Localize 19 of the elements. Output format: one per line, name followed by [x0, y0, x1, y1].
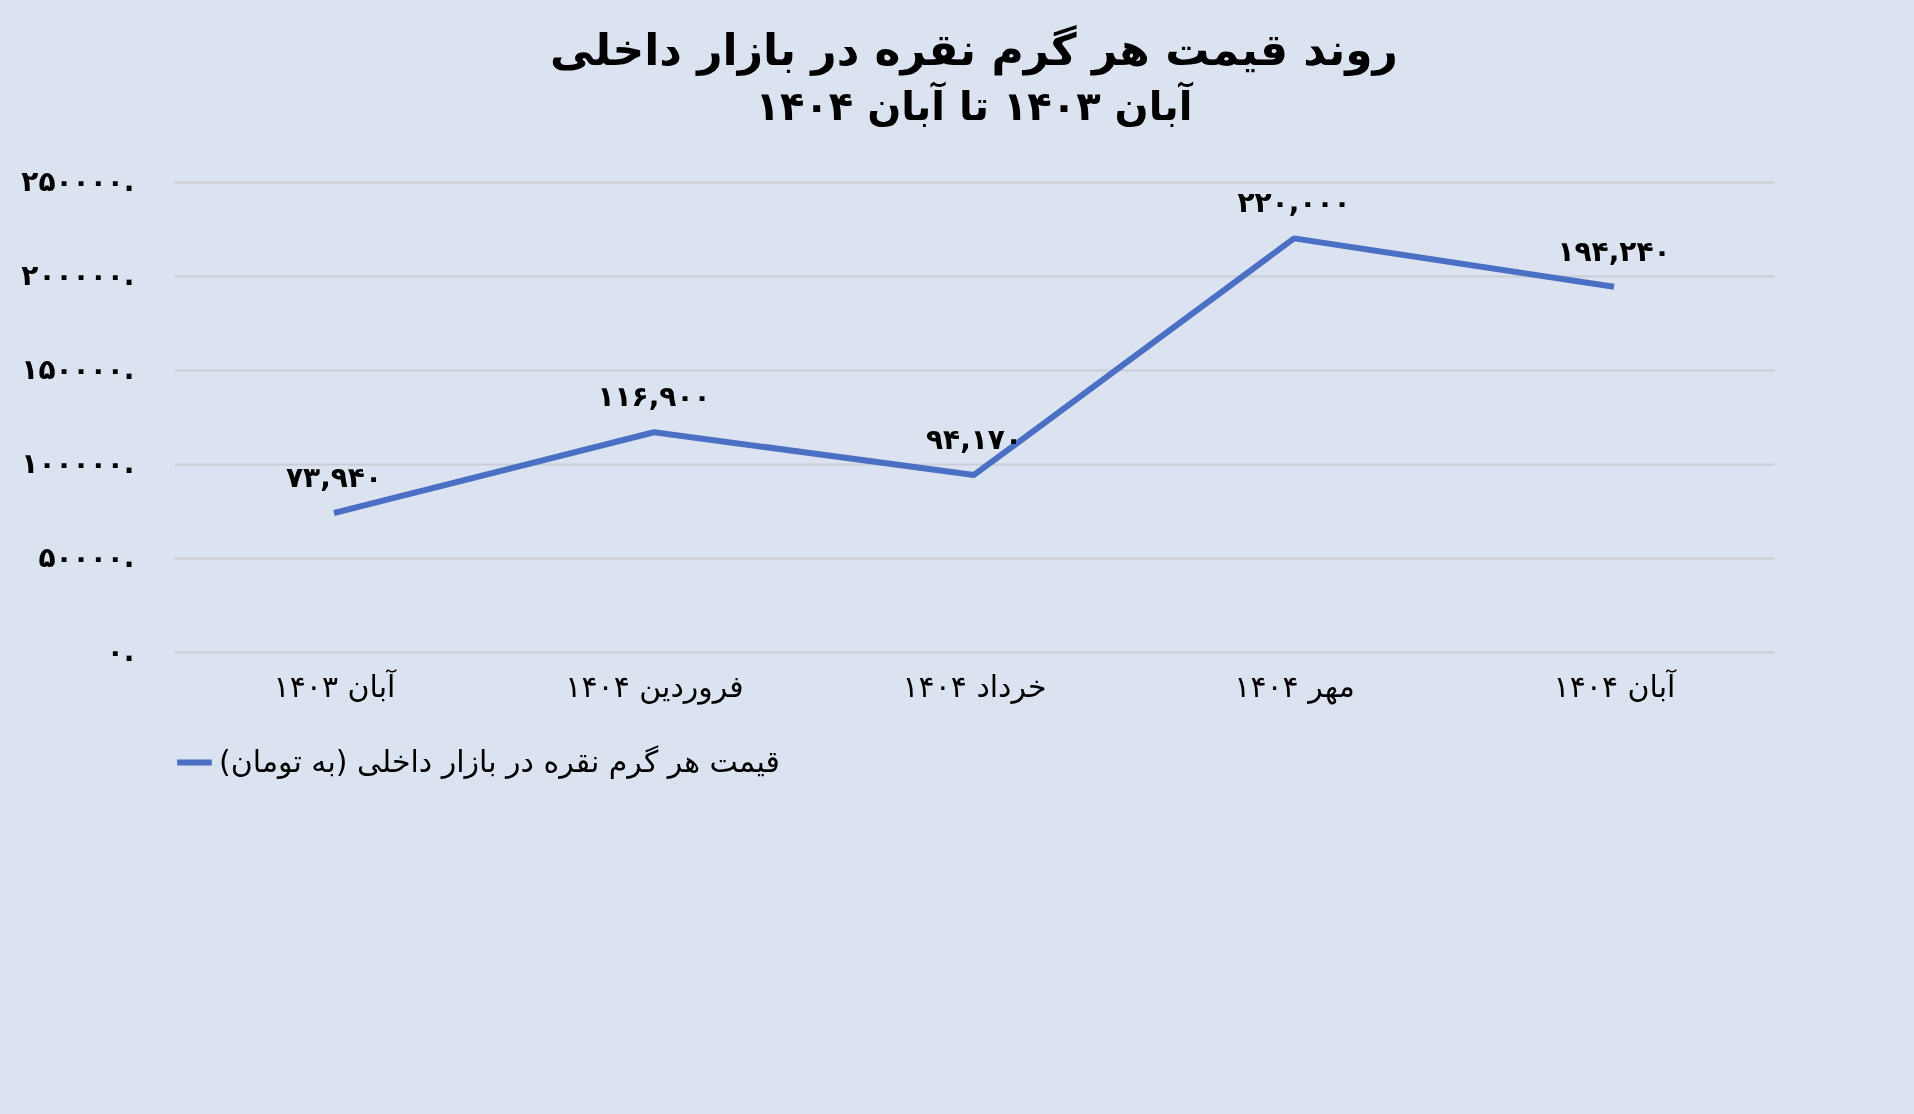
y-tick-label: ۱۰۰۰۰۰. — [21, 446, 135, 480]
data-label: ۷۳,۹۴۰ — [285, 460, 383, 494]
data-label: ۱۹۴,۲۴۰ — [1557, 234, 1671, 268]
data-label: ۲۲۰,۰۰۰ — [1237, 186, 1351, 220]
y-tick-label: ۵۰۰۰۰. — [38, 540, 135, 574]
chart-title: روند قیمت هر گرم نقره در بازار داخلی — [550, 24, 1398, 76]
legend-label: قیمت هر گرم نقره در بازار داخلی (به تومان) — [219, 743, 780, 779]
x-tick-label: فروردین ۱۴۰۴ — [565, 668, 744, 705]
x-tick-label: آبان ۱۴۰۴ — [1553, 668, 1678, 704]
y-tick-label: ۲۵۰۰۰۰. — [21, 164, 135, 198]
chart-subtitle: آبان ۱۴۰۳ تا آبان ۱۴۰۴ — [755, 81, 1194, 129]
y-tick-label: ۲۰۰۰۰۰. — [21, 258, 135, 292]
y-tick-label: ۱۵۰۰۰۰. — [21, 352, 135, 386]
x-tick-label: آبان ۱۴۰۳ — [273, 668, 398, 704]
x-tick-label: مهر ۱۴۰۴ — [1234, 668, 1355, 705]
x-tick-label: خرداد ۱۴۰۴ — [902, 668, 1047, 704]
data-label: ۱۱۶,۹۰۰ — [597, 380, 711, 414]
y-tick-label: ۰. — [106, 634, 135, 668]
data-label: ۹۴,۱۷۰ — [925, 422, 1023, 456]
